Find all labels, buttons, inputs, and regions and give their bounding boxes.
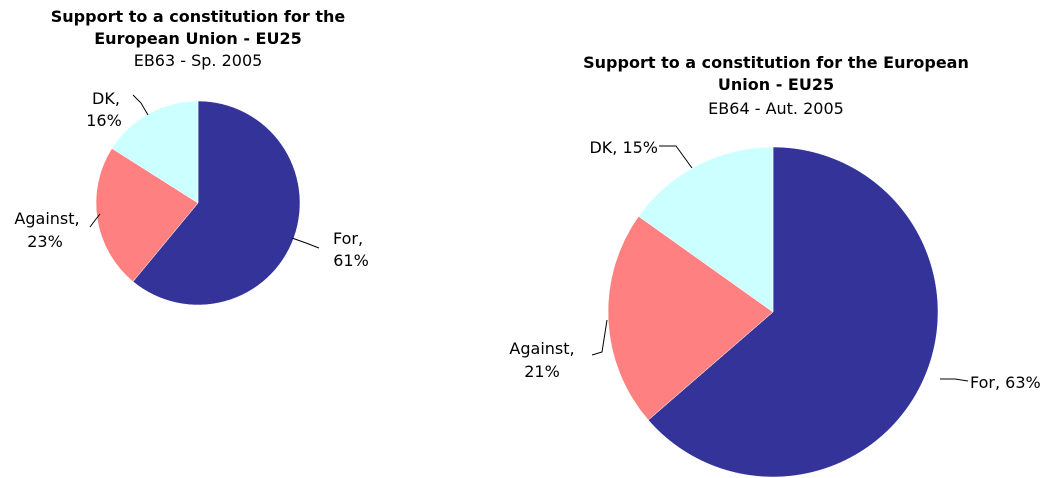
chart-2-leader-for bbox=[940, 378, 969, 382]
chart-2-leader-dk bbox=[659, 145, 693, 169]
chart-2-title-line-2: Union - EU25 bbox=[718, 75, 834, 94]
chart-2-label-dk: DK, 15% bbox=[589, 138, 658, 157]
chart-2-subtitle: EB64 - Aut. 2005 bbox=[708, 99, 844, 118]
chart-1-label-for-line-1: For, bbox=[333, 229, 363, 248]
chart-2-slice-against bbox=[607, 215, 774, 421]
chart-1-leader-against bbox=[89, 213, 101, 228]
chart-2-slice-for bbox=[647, 146, 939, 478]
chart-2-label-for: For, 63% bbox=[970, 373, 1041, 392]
chart-1-title-line-2: European Union - EU25 bbox=[94, 29, 301, 48]
chart-1-slice-for bbox=[132, 100, 301, 306]
chart-1-label-for-line-2: 61% bbox=[333, 251, 369, 270]
chart-1-label-against-line-1: Against, bbox=[14, 209, 79, 228]
chart-1-slice-dk bbox=[111, 100, 199, 204]
chart-2-pie bbox=[607, 146, 939, 478]
chart-1-slice-against bbox=[95, 148, 199, 282]
chart-1-leader-for bbox=[291, 237, 320, 249]
chart-1: Support to a constitution for the Europe… bbox=[14, 7, 369, 306]
chart-2-title-line-1: Support to a constitution for the Europe… bbox=[583, 53, 969, 72]
chart-2-label-against-line-2: 21% bbox=[524, 362, 560, 381]
chart-1-label-dk-line-1: DK, bbox=[92, 89, 120, 108]
chart-1-label-dk-line-2: 16% bbox=[86, 111, 122, 130]
chart-1-title-line-1: Support to a constitution for the bbox=[51, 7, 346, 26]
chart-1-leader-dk bbox=[132, 94, 149, 116]
chart-1-label-against-line-2: 23% bbox=[27, 232, 63, 251]
chart-2-leader-against bbox=[591, 319, 608, 356]
chart-1-pie bbox=[95, 100, 301, 306]
chart-2: Support to a constitution for the Europe… bbox=[509, 53, 1041, 478]
chart-1-subtitle: EB63 - Sp. 2005 bbox=[134, 51, 263, 70]
chart-2-label-against-line-1: Against, bbox=[509, 339, 574, 358]
chart-2-slice-dk bbox=[638, 146, 774, 313]
